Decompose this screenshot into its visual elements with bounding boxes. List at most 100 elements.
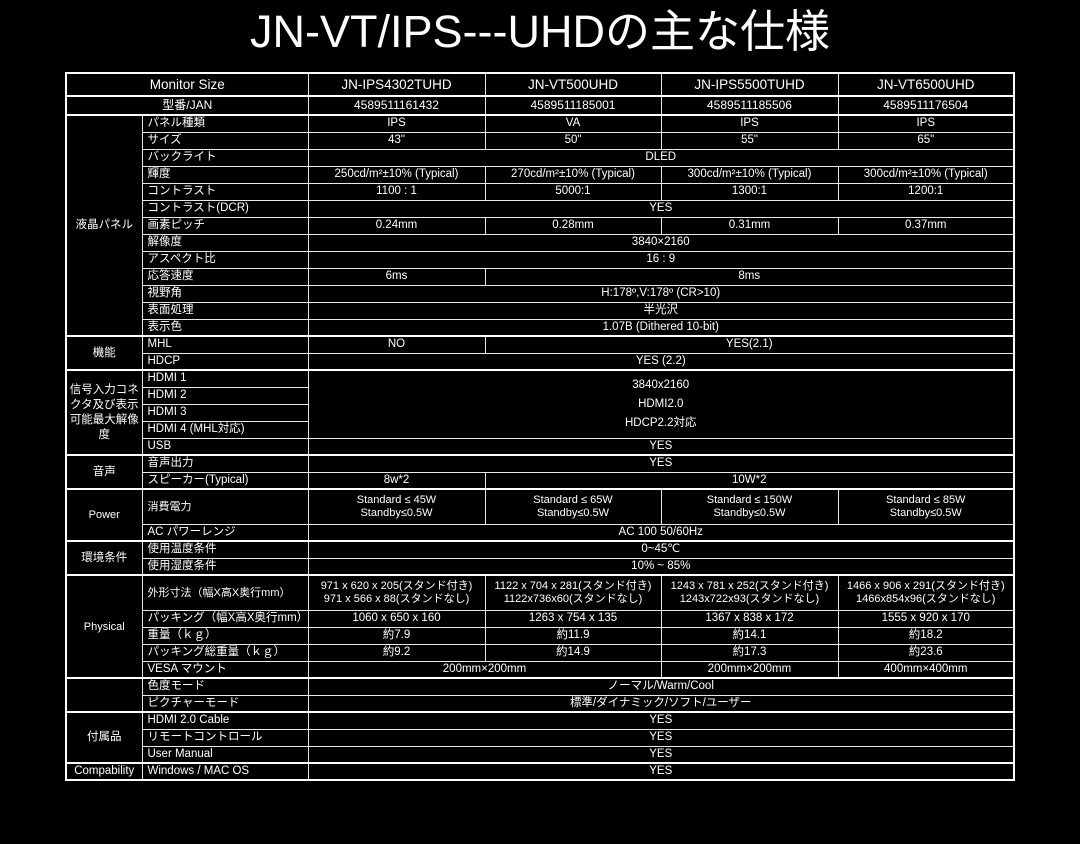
value-cell: 1122 x 704 x 281(スタンド付き) 1122x736x60(スタンド… (484, 574, 662, 611)
value-cell: Standard ≤ 45W Standby≤0.5W (307, 488, 486, 525)
value-line: 971 x 566 x 88(スタンドなし) (323, 593, 470, 605)
value-cell: 10W*2 (484, 471, 1015, 490)
value-cell: VA (484, 114, 662, 133)
value-cell: 約17.3 (660, 643, 839, 662)
table-row: コントラスト(DCR) YES (66, 199, 1015, 218)
table-row: 環境条件 使用温度条件 0~45℃ (65, 540, 1015, 576)
value-cell: 1100 : 1 (307, 182, 486, 201)
value-cell: 約14.9 (484, 643, 662, 662)
table-row: Power 消費電力 Standard ≤ 45W Standby≤0.5W Stand… (65, 488, 1015, 542)
value-cell: 4589511161432 (307, 95, 486, 116)
value-cell: 4589511185001 (484, 95, 662, 116)
table-row: Physical 外形寸法（幅X高X奥行mm） 971 x 620 x 205(スタ… (65, 574, 1015, 679)
table-row: 型番/JAN 4589511161432 4589511185001 45895111… (65, 95, 1015, 116)
table-row: 信号入力コネクタ及び表示可能最大解像度 HDMI 1 3840x2160 HDMI2.… (65, 369, 1015, 456)
table-row: スピーカー(Typical) 8w*2 10W*2 (66, 471, 1015, 490)
monitor-size-header: Monitor Size (65, 72, 309, 97)
row-label: HDMI 2 (141, 386, 309, 405)
table-row: パッキング総重量（ｋｇ） 約9.2 約14.9 約17.3 約23.6 (66, 643, 1015, 662)
row-label: リモートコントロール (141, 728, 309, 747)
value-cell: 1367 x 838 x 172 (660, 609, 839, 628)
value-cell: 半光沢 (307, 301, 1015, 320)
value-cell: 約23.6 (837, 643, 1015, 662)
row-label: パッキング総重量（ｋｇ） (141, 643, 309, 662)
row-label: 使用温度条件 (141, 540, 309, 559)
value-cell: 300cd/m²±10% (Typical) (837, 165, 1015, 184)
header-row: Monitor Size JN-IPS4302TUHD JN-VT500UHD JN-… (65, 72, 1015, 97)
table-row: 色度モード ノーマル/Warm/Cool (65, 677, 1015, 713)
row-label: User Manual (141, 745, 309, 764)
value-cell: 400mm×400mm (837, 660, 1015, 679)
table-row: 液晶パネル パネル種類 IPS VA IPS IPS (65, 114, 1015, 337)
table-row: コントラスト 1100 : 1 5000:1 1300:1 1200:1 (66, 182, 1015, 201)
value-line: HDMI2.0 (638, 398, 684, 411)
value-cell: 6ms (307, 267, 486, 286)
group-cell: 環境条件 (65, 540, 143, 576)
value-cell: 55" (660, 131, 839, 150)
table-row: アスペクト比 16 : 9 (66, 250, 1015, 269)
value-cell: YES (307, 762, 1015, 781)
table-row: ピクチャーモード 標準/ダイナミック/ソフト/ユーザー (66, 694, 1015, 713)
row-label: 視野角 (141, 284, 309, 303)
value-cell: 200mm×200mm (307, 660, 662, 679)
row-label: 外形寸法（幅X高X奥行mm） (141, 574, 309, 611)
value-line: Standard ≤ 85W (886, 494, 966, 507)
table-body: 型番/JAN 4589511161432 4589511185001 45895111… (65, 95, 1015, 781)
group-cell: Compability (65, 762, 143, 781)
table-row: VESA マウント 200mm×200mm 200mm×200mm 400mm×400… (66, 660, 1015, 679)
value-cell: 約18.2 (837, 626, 1015, 645)
table-row: Compability Windows / MAC OS YES (65, 762, 1015, 781)
table-row: 表面処理 半光沢 (66, 301, 1015, 320)
value-cell: 約11.9 (484, 626, 662, 645)
value-cell: IPS (837, 114, 1015, 133)
value-cell: NO (307, 335, 486, 354)
value-line: Standby≤0.5W (889, 507, 962, 519)
row-label: 重量（ｋｇ） (141, 626, 309, 645)
value-cell: IPS (660, 114, 839, 133)
row-label: スピーカー(Typical) (141, 471, 309, 490)
table-row: 輝度 250cd/m²±10% (Typical) 270cd/m²±10% (Ty… (66, 165, 1015, 184)
value-line: Standby≤0.5W (360, 507, 433, 519)
table-row: 表示色 1.07B (Dithered 10-bit) (66, 318, 1015, 337)
row-label: HDMI 4 (MHL対応) (141, 420, 309, 439)
value-cell: IPS (307, 114, 486, 133)
row-label: 消費電力 (141, 488, 309, 525)
value-cell: YES (307, 437, 1015, 456)
row-label: 色度モード (141, 677, 309, 696)
value-cell: 0.28mm (484, 216, 662, 235)
row-label: 使用湿度条件 (141, 557, 309, 576)
row-label: パッキング（幅X高X奥行mm） (141, 609, 309, 628)
value-line: 1122x736x60(スタンドなし) (503, 593, 643, 605)
value-cell: 16 : 9 (307, 250, 1015, 269)
value-line: 1243 x 781 x 252(スタンド付き) (670, 580, 829, 593)
value-cell: ノーマル/Warm/Cool (307, 677, 1015, 696)
value-cell: 65" (837, 131, 1015, 150)
value-cell: YES (2.2) (307, 352, 1015, 371)
value-cell: 1263 x 754 x 135 (484, 609, 662, 628)
value-cell: 5000:1 (484, 182, 662, 201)
row-label: 表示色 (141, 318, 309, 337)
page-title: JN-VT/IPS---UHDの主な仕様 (250, 6, 830, 57)
table-row: バックライト DLED (66, 148, 1015, 167)
value-cell: 0~45℃ (307, 540, 1015, 559)
value-line: 971 x 620 x 205(スタンド付き) (320, 580, 473, 593)
row-label: パネル種類 (141, 114, 309, 133)
value-line: 1122 x 704 x 281(スタンド付き) (494, 580, 652, 593)
group-cell: 信号入力コネクタ及び表示可能最大解像度 (65, 369, 143, 456)
table-row: パッキング（幅X高X奥行mm） 1060 x 650 x 160 1263 x 75… (66, 609, 1015, 628)
value-line: Standby≤0.5W (536, 507, 610, 519)
row-label: 画素ピッチ (141, 216, 309, 235)
value-cell: 3840x2160 HDMI2.0 HDCP2.2対応 (307, 369, 1015, 439)
value-line: Standard ≤ 150W (706, 494, 793, 507)
table-row: リモートコントロール YES (66, 728, 1015, 747)
table-row: 応答速度 6ms 8ms (66, 267, 1015, 286)
value-cell: 10% ~ 85% (307, 557, 1015, 576)
table-row: 重量（ｋｇ） 約7.9 約11.9 約14.1 約18.2 (66, 626, 1015, 645)
table-row: 付属品 HDMI 2.0 Cable YES (65, 711, 1015, 764)
row-label: Windows / MAC OS (141, 762, 309, 781)
value-cell: YES (307, 728, 1015, 747)
value-cell: 1466 x 906 x 291(スタンド付き) 1466x854x96(スタンド… (837, 574, 1015, 611)
value-cell: 1060 x 650 x 160 (307, 609, 486, 628)
value-cell: 200mm×200mm (660, 660, 839, 679)
model-header: JN-VT500UHD (484, 72, 662, 97)
